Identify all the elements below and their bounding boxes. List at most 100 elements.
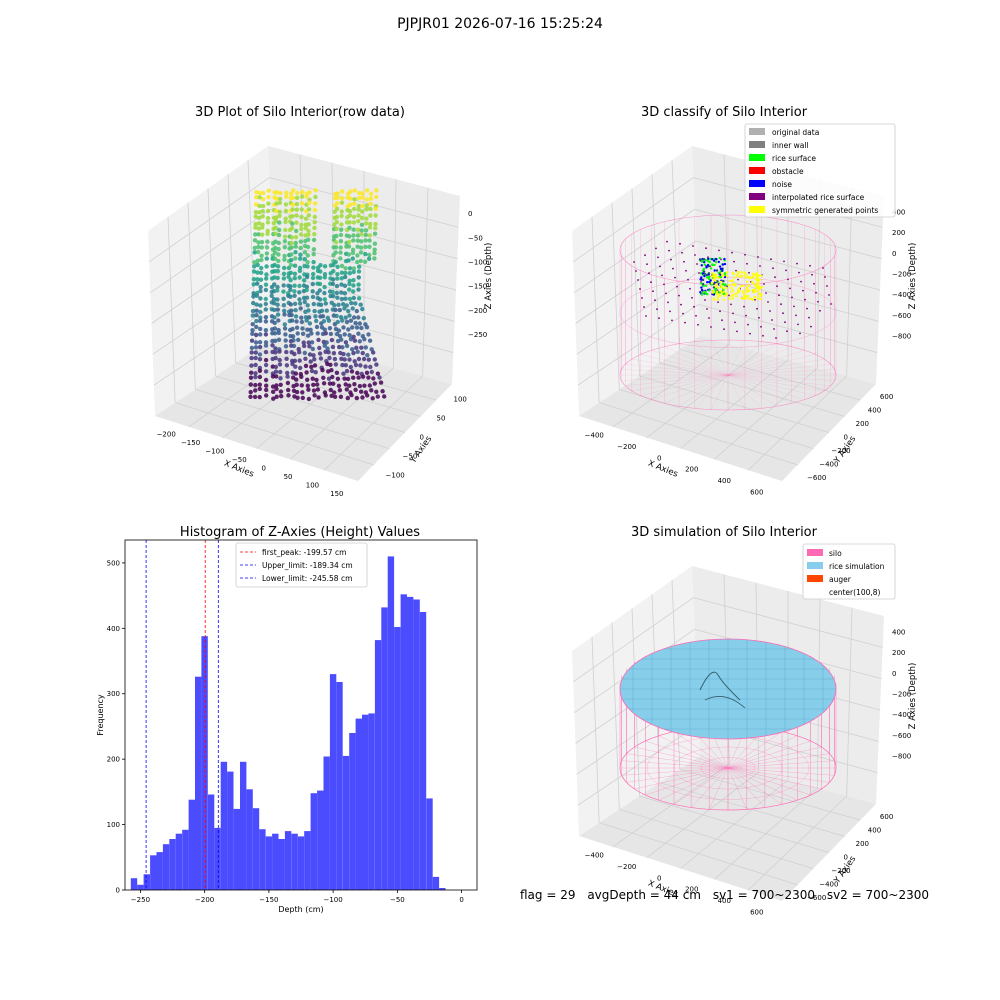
legend-swatch (807, 588, 823, 595)
scatter-point (358, 302, 363, 307)
symmetric-point (747, 284, 750, 287)
scatter-point (363, 251, 368, 257)
chart-title: Histogram of Z-Axies (Height) Values (180, 525, 420, 540)
scatter-point (339, 290, 344, 295)
interpolated-point (733, 260, 735, 263)
symmetric-point (751, 272, 754, 275)
scatter-point (352, 188, 357, 193)
classified-point (718, 265, 722, 268)
scatter-point (364, 207, 369, 212)
scatter-point (263, 340, 269, 345)
silo-floor-wire (678, 343, 729, 376)
scatter-point (292, 351, 297, 357)
scatter-point (356, 275, 361, 280)
scatter-point (269, 293, 274, 298)
scatter-point (277, 213, 282, 218)
interpolated-point (671, 319, 673, 322)
scatter-point (252, 250, 257, 255)
scatter-point (330, 277, 336, 282)
scatter-point (278, 369, 283, 375)
classified-point (708, 280, 711, 284)
silo-floor-wire (640, 374, 729, 396)
scatter-point (297, 358, 302, 363)
symmetric-point (747, 289, 750, 292)
scatter-point (347, 287, 352, 292)
scatter-point (365, 393, 370, 398)
scatter-point (355, 253, 360, 258)
interpolated-point (810, 325, 812, 328)
interpolated-point (802, 289, 804, 292)
silo-floor-wire (678, 374, 729, 407)
z-tick-label: 0 (892, 250, 896, 258)
scatter-point (347, 296, 353, 302)
scatter-point (373, 213, 378, 218)
interpolated-point (828, 294, 830, 296)
interpolated-point (771, 319, 773, 321)
scatter-point (309, 340, 315, 345)
scatter-point (338, 394, 344, 399)
scatter-point (326, 318, 332, 323)
histogram-bar (265, 836, 273, 890)
scatter-point (251, 291, 256, 296)
scatter-point (350, 256, 355, 261)
symmetric-point (749, 276, 753, 280)
interpolated-point (643, 306, 645, 308)
scatter-point (309, 364, 314, 370)
scatter-point (297, 301, 303, 306)
scatter-point (314, 377, 319, 383)
scatter-point (258, 309, 263, 315)
scatter-point (322, 284, 327, 290)
scatter-point (273, 225, 278, 230)
scatter-point (292, 301, 298, 306)
wall-grid-line (846, 187, 853, 377)
classified-point (700, 276, 703, 279)
scatter-point (380, 389, 385, 394)
y-tick-label: 50 (437, 415, 446, 423)
scatter-point (272, 262, 277, 268)
classified-point (702, 284, 705, 288)
scatter-point (253, 350, 258, 355)
scatter-point (359, 232, 364, 237)
histogram-bar (355, 718, 362, 890)
scatter-point (288, 263, 294, 268)
scatter-point (312, 363, 318, 368)
scatter-point (294, 382, 299, 387)
interpolated-point (680, 303, 682, 306)
symmetric-point (747, 276, 750, 279)
interpolated-point (762, 334, 764, 337)
z-tick-label: −800 (892, 333, 911, 341)
scatter-point (311, 252, 316, 257)
symmetric-point (725, 292, 729, 295)
legend-label: rice surface (772, 154, 816, 163)
silo-floor-wire (710, 340, 729, 376)
scatter-point (277, 200, 283, 205)
scatter-point (254, 302, 259, 307)
scatter-point (254, 293, 260, 298)
scatter-point (312, 232, 317, 237)
scatter-point (272, 331, 278, 336)
scatter-point (257, 386, 262, 392)
y-tick-label: 600 (880, 393, 893, 401)
histogram-bar (284, 831, 292, 890)
silo-bottom-ring (619, 339, 837, 411)
y-tick-label: 100 (107, 821, 120, 829)
scatter-point (275, 268, 281, 274)
scatter-point (303, 226, 308, 231)
scatter-point (299, 319, 305, 325)
histogram-bar (272, 833, 279, 890)
interpolated-point (633, 261, 635, 263)
scatter-point (334, 240, 339, 245)
scatter-point (354, 325, 360, 330)
histogram-bar (169, 839, 176, 890)
scatter-point (351, 269, 356, 275)
histogram-bar (432, 876, 440, 890)
scatter-point (251, 294, 256, 299)
scatter-point (282, 257, 287, 262)
scatter-point (272, 315, 277, 320)
scatter-point (339, 209, 344, 214)
x-tick-label: 600 (750, 488, 763, 496)
scatter-point (306, 237, 311, 242)
scatter-point (264, 256, 269, 261)
scatter-point (315, 382, 320, 387)
symmetric-point (754, 278, 758, 281)
